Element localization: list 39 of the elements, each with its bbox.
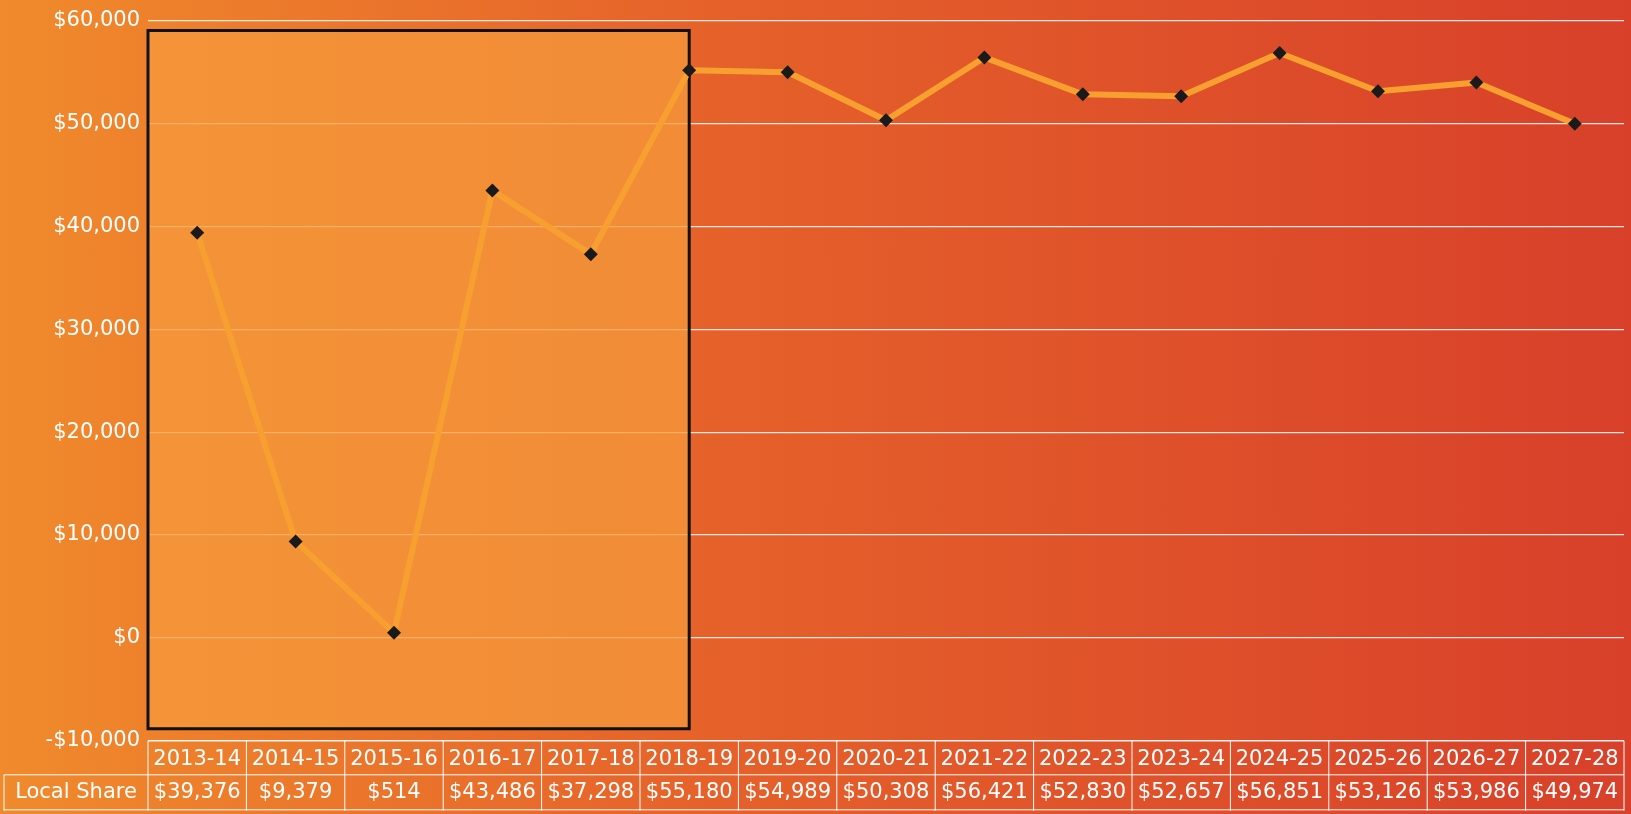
text: Local Share xyxy=(15,779,137,804)
x-tick-label: 2025-26 xyxy=(1334,745,1422,770)
y-tick-label: $30,000 xyxy=(53,315,140,340)
x-tick-label: 2016-17 xyxy=(448,745,537,770)
data-label: $53,126 xyxy=(1334,779,1422,804)
y-tick-label: $50,000 xyxy=(53,109,140,134)
data-label: $54,989 xyxy=(744,779,832,804)
data-label: $55,180 xyxy=(645,779,733,804)
x-tick-label: 2015-16 xyxy=(350,745,438,770)
x-tick-label: 2023-24 xyxy=(1137,745,1226,770)
data-label: $49,974 xyxy=(1531,779,1619,804)
y-tick-label: $0 xyxy=(113,624,140,649)
x-tick-label: 2026-27 xyxy=(1432,745,1521,770)
x-tick-label: 2027-28 xyxy=(1530,745,1619,770)
data-label: $514 xyxy=(367,779,421,804)
data-label: $56,851 xyxy=(1236,779,1324,804)
data-label: $9,379 xyxy=(258,779,333,804)
y-tick-label: $20,000 xyxy=(53,418,140,443)
x-tick-label: 2024-25 xyxy=(1235,745,1324,770)
data-label: $52,830 xyxy=(1039,779,1127,804)
x-tick-label: 2013-14 xyxy=(153,745,242,770)
x-tick-label: 2017-18 xyxy=(546,745,635,770)
data-label: $43,486 xyxy=(448,779,536,804)
x-tick-label: 2014-15 xyxy=(251,745,340,770)
y-tick-label: $60,000 xyxy=(53,7,140,32)
x-tick-label: 2018-19 xyxy=(645,745,734,770)
x-tick-label: 2021-22 xyxy=(940,745,1029,770)
data-label: $39,376 xyxy=(153,779,241,804)
data-label: $56,421 xyxy=(940,779,1028,804)
x-tick-label: 2020-21 xyxy=(842,745,930,770)
data-label: $53,986 xyxy=(1432,779,1520,804)
y-tick-label: $40,000 xyxy=(53,212,140,237)
x-tick-label: 2022-23 xyxy=(1038,745,1127,770)
y-tick-label: $10,000 xyxy=(53,521,140,546)
data-label: $50,308 xyxy=(842,779,930,804)
data-label: $37,298 xyxy=(547,779,635,804)
data-label: $52,657 xyxy=(1137,779,1225,804)
y-tick-label: -$10,000 xyxy=(45,727,140,752)
x-tick-label: 2019-20 xyxy=(743,745,832,770)
